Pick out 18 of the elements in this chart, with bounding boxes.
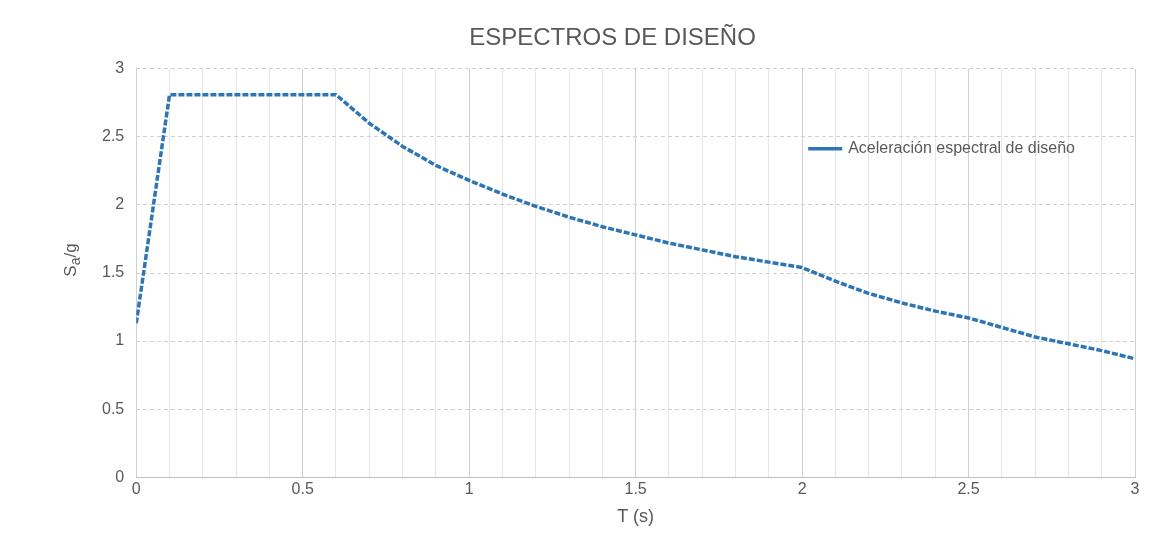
y-tick-label: 2.5 — [101, 127, 125, 145]
y-tick-label: 3 — [115, 59, 125, 77]
x-tick-label: 3 — [1130, 480, 1140, 498]
y-tick-label: 2 — [115, 195, 125, 213]
x-tick-label: 1 — [464, 480, 474, 498]
x-tick-label: 2 — [797, 480, 807, 498]
x-tick-label: 0 — [131, 480, 141, 498]
chart-title: ESPECTROS DE DISEÑO — [469, 23, 756, 51]
y-tick-label: 1 — [115, 331, 125, 349]
x-axis-title: T (s) — [617, 506, 654, 527]
x-tick-label: 1.5 — [624, 480, 647, 498]
y-tick-label: 0.5 — [101, 399, 125, 417]
y-tick-label: 0 — [115, 467, 125, 485]
x-tick-label: 0.5 — [291, 480, 314, 498]
y-tick-label: 1.5 — [101, 263, 125, 281]
legend-label: Aceleración espectral de diseño — [848, 139, 1076, 157]
x-tick-label: 2.5 — [957, 480, 980, 498]
line-series — [136, 92, 1135, 361]
